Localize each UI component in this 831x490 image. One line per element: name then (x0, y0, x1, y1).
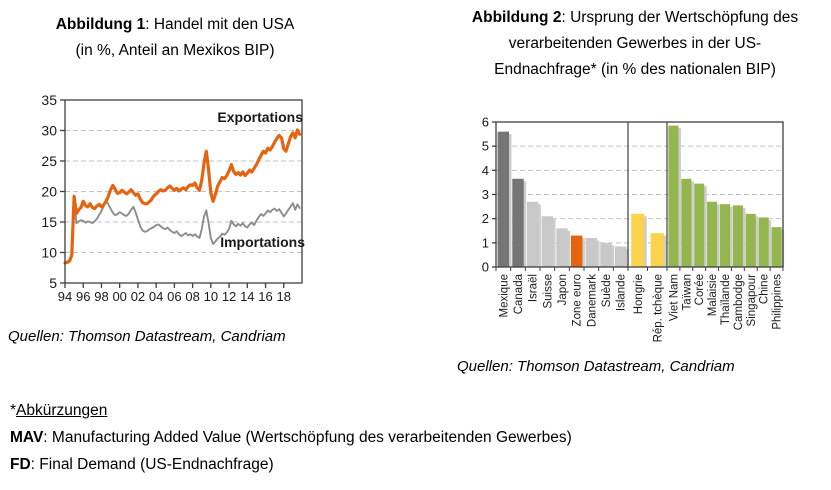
figure1-title-text: : Handel mit den USA (145, 16, 295, 33)
bar-hongrie (631, 213, 645, 267)
figure2-title-line1: Abbildung 2: Ursprung der Wertschöpfung … (443, 5, 827, 31)
x-axis-tick-label: 00 (112, 289, 126, 304)
category-label: Mexique (498, 274, 510, 317)
series-label-exportations: Exportations (217, 109, 303, 125)
bar-r-p-tch-que (650, 233, 664, 267)
x-axis-tick-label: 08 (185, 289, 199, 304)
category-label: Singapour (746, 274, 758, 327)
series-line-exportations (63, 128, 302, 265)
bar-malaisie (707, 201, 718, 267)
footnote-fd-text: : Final Demand (US-Endnachfrage) (30, 456, 274, 473)
y-axis-tick-label: 0 (482, 260, 489, 275)
figure1-label: Abbildung 1 (55, 16, 146, 33)
category-label: Suède (601, 274, 613, 307)
category-label: Suisse (542, 274, 554, 309)
bar-philippines (771, 227, 782, 267)
figure1-title: Abbildung 1: Handel mit den USA (in %, A… (10, 12, 340, 64)
figure1-subtitle: (in %, Anteil an Mexikos BIP) (75, 42, 275, 59)
mexico-usa-trade-line-chart: 5 10 15 20 25 30 35 94 96 98 00 02 04 06 08 10 12 14 16 18 E… (41, 92, 305, 304)
y-axis-tick-label: 35 (41, 92, 57, 108)
bar-zone-euro (570, 235, 583, 267)
bar-tha-lande (719, 204, 731, 267)
footnote-heading-text: Abkürzungen (16, 402, 108, 419)
category-label: Israël (528, 274, 540, 302)
y-axis-tick-label: 25 (41, 153, 57, 169)
category-label: Philippines (772, 274, 784, 330)
y-axis-tick-label: 5 (482, 139, 489, 154)
bar-canada (512, 178, 524, 267)
figure2-title-text: : Ursprung der Wertschöpfung des (561, 9, 799, 26)
series-label-importations: Importations (220, 234, 305, 250)
bar-su-de (600, 242, 612, 267)
category-label: Canada (513, 273, 525, 314)
bar-danemark (585, 238, 598, 267)
x-axis-tick-label: 10 (204, 289, 218, 304)
category-label: Corée (694, 274, 706, 305)
category-label: Rép. tchèque (652, 274, 664, 342)
y-axis-tick-label: 2 (482, 211, 489, 226)
bar-mexique (497, 131, 510, 267)
category-label: Zone euro (572, 274, 584, 326)
bar-islande (614, 246, 627, 267)
x-axis-tick-label: 96 (76, 289, 90, 304)
figure2-title-line3: Endnachfrage* (in % des nationalen BIP) (494, 61, 776, 78)
y-axis-tick-label: 30 (41, 123, 57, 139)
category-label: Chine (759, 274, 771, 304)
x-axis-tick-label: 98 (94, 289, 108, 304)
figure1-title-line1: Abbildung 1: Handel mit den USA (10, 12, 340, 38)
category-label: Danemark (586, 274, 598, 327)
y-axis-tick-label: 3 (482, 187, 489, 202)
category-label: Islande (616, 274, 628, 311)
category-label: Japon (557, 274, 569, 305)
category-label: Taïwan (681, 274, 693, 310)
figure2-title-line2: verarbeitenden Gewerbes in der US- (508, 35, 762, 52)
footnote-fd-abbr: FD (10, 456, 31, 473)
figure2-label: Abbildung 2 (471, 9, 562, 26)
category-label: Thaïlande (720, 274, 732, 325)
footnote-mav: MAV: Manufacturing Added Value (Wertschö… (10, 429, 572, 447)
y-axis-tick-label: 10 (41, 245, 57, 261)
bar-ta-wan (681, 178, 692, 267)
x-axis-tick-label: 16 (258, 289, 272, 304)
bar-viet-nam (668, 125, 679, 267)
figure1-source: Quellen: Thomson Datastream, Candriam (8, 328, 286, 345)
x-axis-tick-label: 94 (58, 289, 72, 304)
figure2-source: Quellen: Thomson Datastream, Candriam (457, 358, 735, 375)
category-label: Malaisie (707, 274, 719, 316)
x-axis-tick-label: 02 (131, 289, 145, 304)
footnote-mav-abbr: MAV (10, 429, 44, 446)
x-axis-tick-label: 06 (167, 289, 181, 304)
bar-japon (556, 228, 568, 267)
y-axis-tick-label: 5 (49, 275, 57, 291)
mav-origin-bar-chart: Mexique Canada Israël Suisse Japon Zone euro D… (482, 115, 785, 342)
bar-suisse (541, 216, 554, 267)
bar-isra-l (526, 201, 539, 267)
figure2-title: Abbildung 2: Ursprung der Wertschöpfung … (443, 5, 827, 83)
category-label: Viet Nam (668, 274, 680, 321)
category-label: Cambodge (733, 274, 745, 330)
footnote-fd: FD: Final Demand (US-Endnachfrage) (10, 456, 274, 474)
footnote-asterisk: * (10, 402, 17, 419)
y-axis-tick-label: 20 (41, 184, 57, 200)
bar-cambodge (732, 205, 743, 267)
x-axis-tick-label: 12 (222, 289, 236, 304)
x-axis-tick-label: 14 (240, 289, 254, 304)
bar-singapour (745, 213, 756, 267)
x-axis-tick-label: 04 (149, 289, 163, 304)
footnote-heading: *Abkürzungen (10, 402, 107, 420)
category-label: Hongrie (633, 274, 645, 314)
x-axis-tick-label: 18 (277, 289, 291, 304)
bar-cor-e (694, 183, 705, 267)
y-axis-tick-label: 15 (41, 214, 57, 230)
footnote-mav-text: : Manufacturing Added Value (Wertschöpfu… (43, 429, 572, 446)
y-axis-tick-label: 1 (482, 235, 489, 250)
y-axis-tick-label: 4 (482, 163, 489, 178)
bar-chine (758, 217, 769, 267)
y-axis-tick-label: 6 (482, 115, 489, 130)
